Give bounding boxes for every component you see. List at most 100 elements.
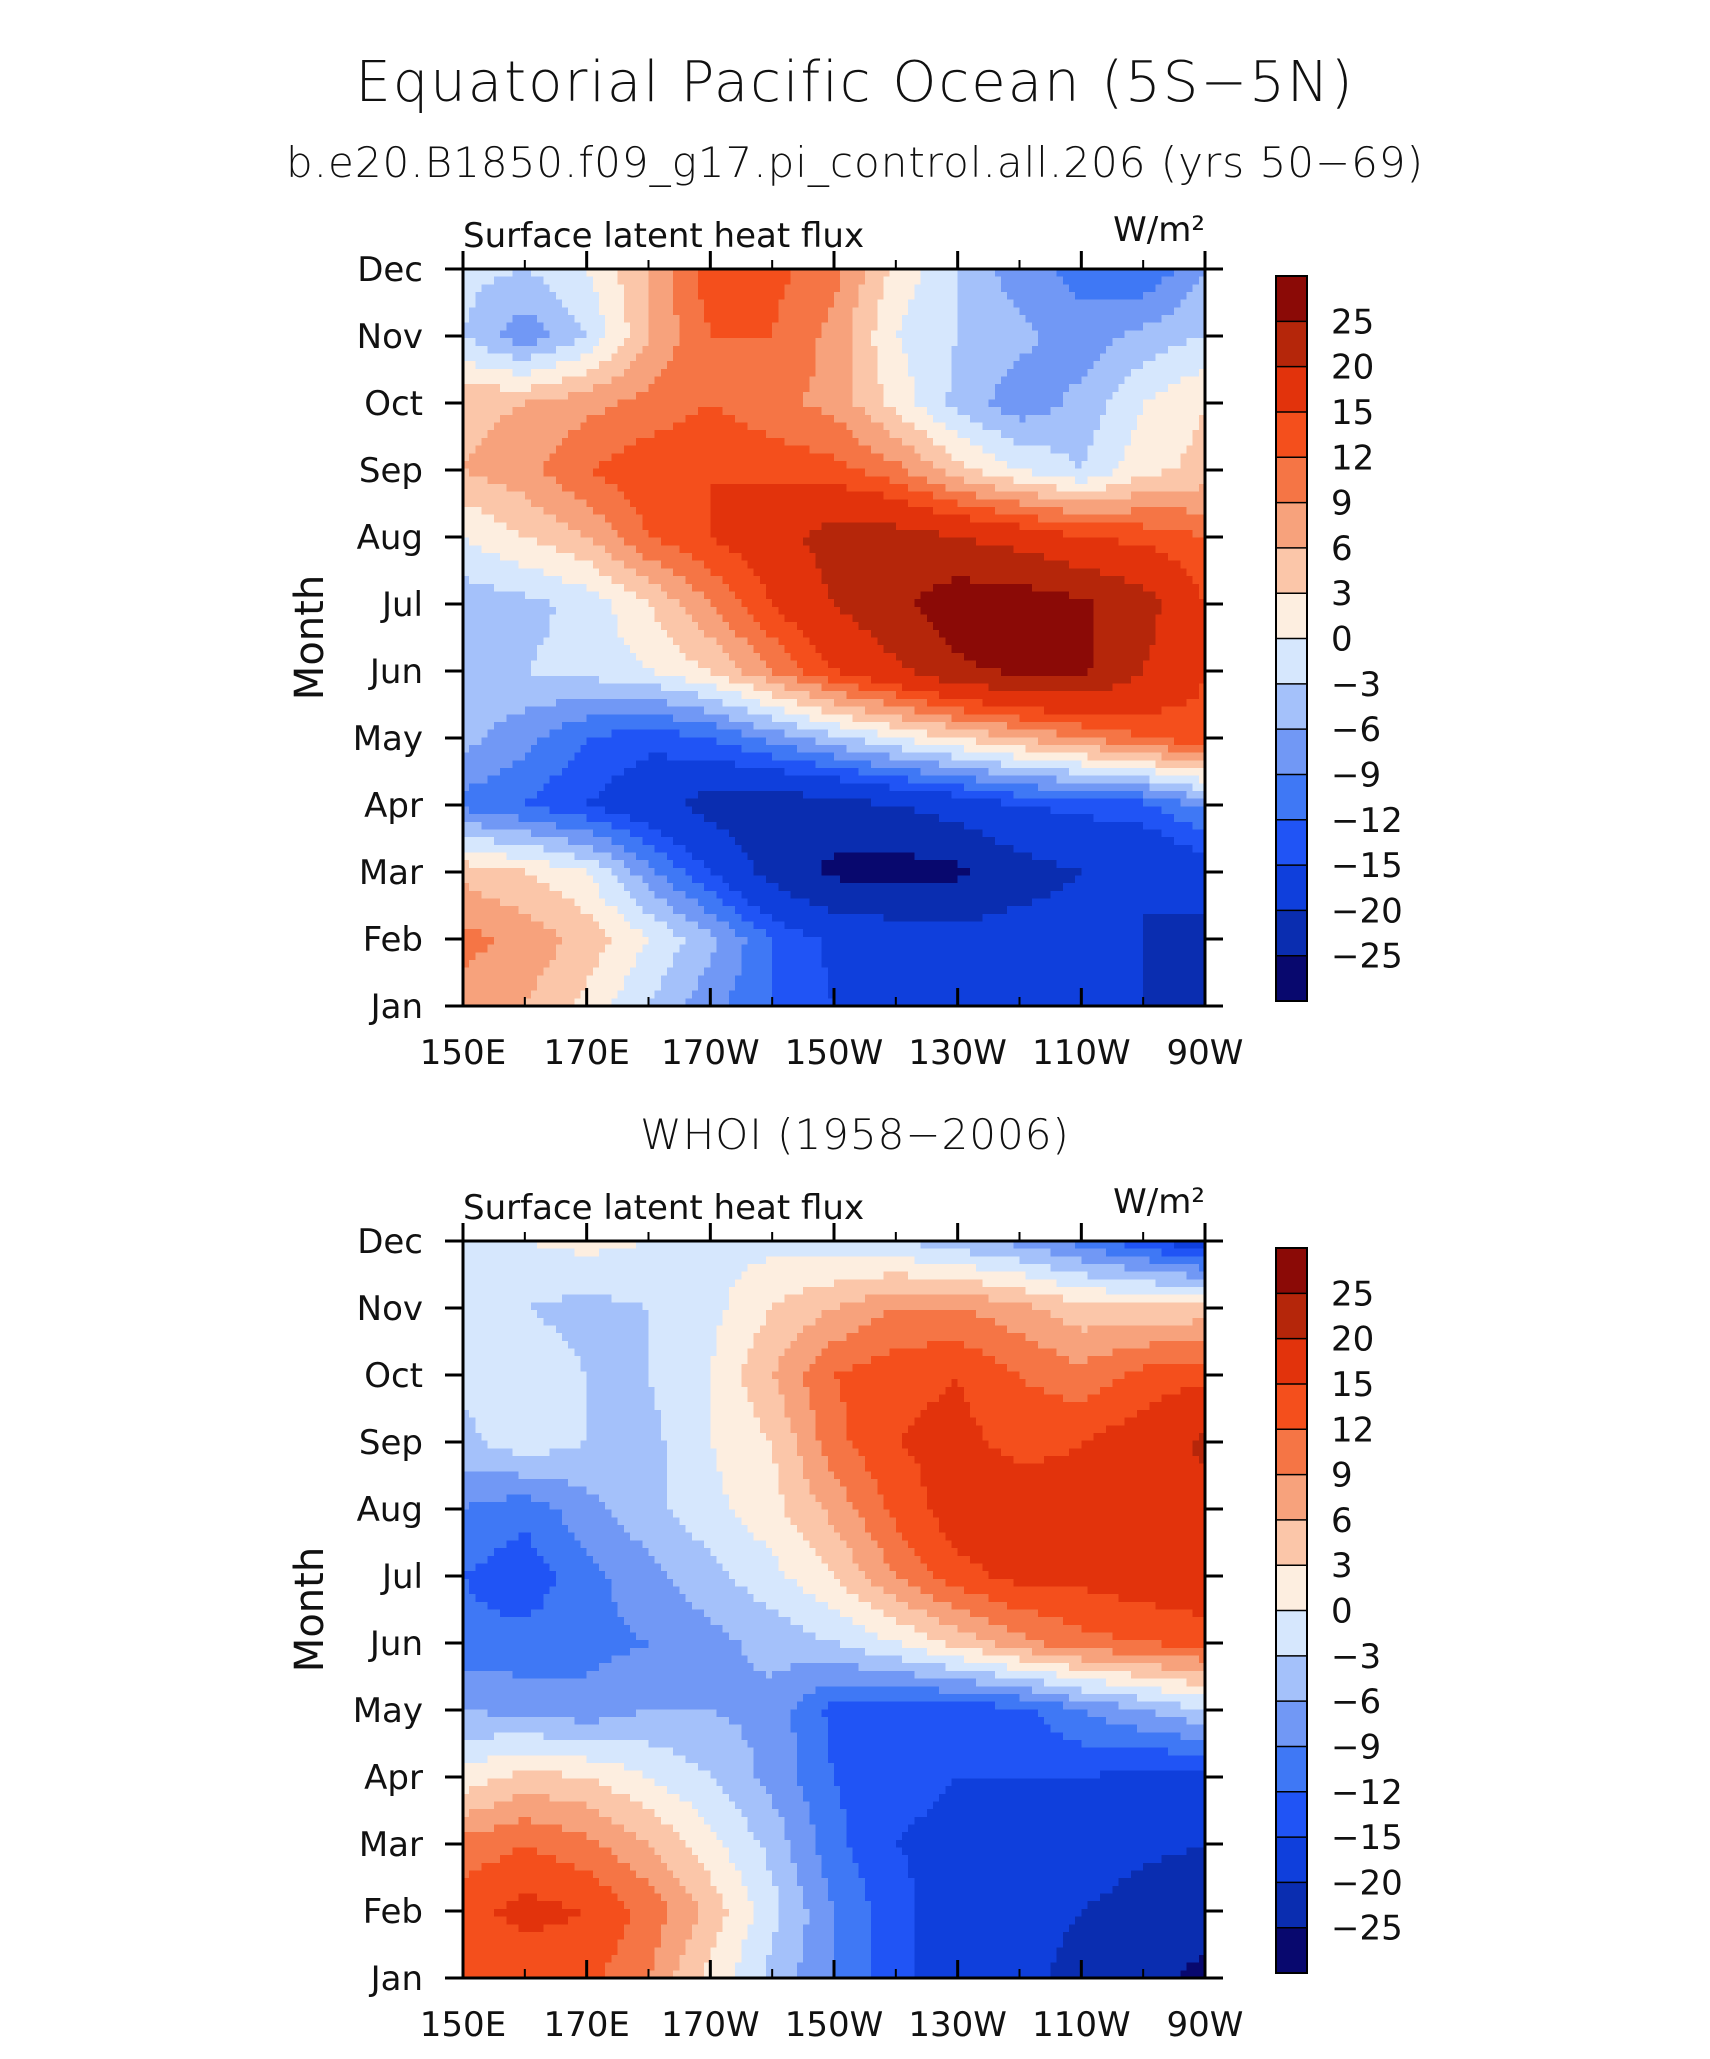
heatmap-cell: [846, 353, 854, 362]
heatmap-cell: [1106, 376, 1113, 385]
heatmap-cell: [623, 583, 631, 593]
heatmap-cell: [524, 276, 532, 285]
heatmap-cell: [697, 499, 705, 508]
heatmap-cell: [500, 384, 507, 393]
heatmap-cell: [1186, 576, 1194, 585]
heatmap-cell: [970, 576, 977, 585]
heatmap-cell: [648, 269, 656, 278]
heatmap-cell: [654, 537, 662, 546]
heatmap-cell: [673, 399, 681, 408]
heatmap-cell: [1013, 353, 1021, 362]
heatmap-cell: [574, 399, 582, 408]
heatmap-cell: [1038, 345, 1045, 355]
heatmap-cell: [821, 583, 829, 593]
heatmap-cell: [611, 514, 619, 523]
heatmap-cell: [1025, 338, 1033, 347]
heatmap-cell: [852, 330, 860, 339]
heatmap-cell: [1118, 514, 1126, 523]
heatmap-cell: [1180, 453, 1188, 462]
heatmap-cell: [1130, 491, 1138, 500]
heatmap-cell: [784, 453, 792, 462]
heatmap-cell: [1192, 437, 1200, 447]
heatmap-cell: [932, 422, 940, 431]
heatmap-cell: [957, 353, 965, 362]
heatmap-cell: [932, 284, 940, 293]
heatmap-cell: [605, 506, 612, 516]
heatmap-cell: [636, 399, 643, 408]
heatmap-cell: [629, 522, 637, 531]
heatmap-cell: [1167, 468, 1175, 477]
heatmap-cell: [1013, 384, 1021, 393]
heatmap-cell: [722, 506, 730, 516]
heatmap-cell: [722, 499, 730, 508]
heatmap-cell: [908, 353, 915, 362]
heatmap-cell: [1112, 376, 1120, 385]
heatmap-cell: [561, 276, 569, 285]
heatmap-cell: [518, 345, 526, 355]
heatmap-cell: [592, 576, 600, 585]
heatmap-cell: [1031, 491, 1039, 500]
heatmap-cell: [629, 292, 637, 301]
heatmap-cell: [1081, 276, 1089, 285]
heatmap-cell: [840, 338, 847, 347]
heatmap-cell: [1180, 483, 1188, 493]
heatmap-cell: [790, 384, 798, 393]
heatmap-cell: [599, 307, 606, 316]
heatmap-cell: [537, 345, 544, 355]
heatmap-cell: [648, 338, 656, 347]
heatmap-cell: [735, 269, 742, 278]
heatmap-cell: [512, 276, 520, 285]
heatmap-cell: [1174, 476, 1181, 485]
heatmap-cell: [1124, 422, 1132, 431]
heatmap-cell: [1155, 299, 1163, 308]
heatmap-cell: [561, 468, 569, 477]
heatmap-cell: [1062, 491, 1070, 500]
heatmap-cell: [518, 407, 526, 416]
heatmap-cell: [531, 338, 538, 347]
heatmap-cell: [704, 537, 711, 546]
heatmap-cell: [623, 414, 631, 424]
heatmap-cell: [463, 353, 470, 362]
heatmap-cell: [1031, 407, 1039, 416]
heatmap-cell: [469, 376, 476, 385]
heatmap-cell: [580, 468, 588, 477]
heatmap-cell: [1038, 376, 1045, 385]
heatmap-cell: [1068, 460, 1076, 470]
heatmap-cell: [605, 391, 612, 401]
heatmap-cell: [704, 514, 711, 523]
heatmap-cell: [741, 322, 749, 332]
heatmap-cell: [654, 338, 662, 347]
heatmap-cell: [660, 445, 668, 454]
heatmap-cell: [716, 361, 724, 370]
heatmap-cell: [475, 391, 483, 401]
heatmap-cell: [463, 376, 470, 385]
heatmap-cell: [976, 330, 983, 339]
heatmap-cell: [994, 391, 1002, 401]
heatmap-cell: [827, 537, 835, 546]
heatmap-cell: [654, 345, 662, 355]
heatmap-cell: [623, 292, 631, 301]
heatmap-cell: [827, 284, 835, 293]
heatmap-cell: [1161, 384, 1169, 393]
heatmap-cell: [1198, 522, 1206, 531]
heatmap-cell: [1186, 445, 1194, 454]
heatmap-cell: [1099, 284, 1107, 293]
heatmap-cell: [518, 414, 526, 424]
heatmap-cell: [636, 307, 643, 316]
heatmap-cell: [1000, 368, 1008, 378]
heatmap-cell: [963, 560, 971, 570]
heatmap-cell: [617, 269, 625, 278]
heatmap-cell: [1124, 345, 1132, 355]
heatmap-cell: [586, 299, 594, 308]
heatmap-cell: [821, 338, 829, 347]
heatmap-cell: [1136, 491, 1144, 500]
heatmap-cell: [926, 322, 934, 332]
heatmap-cell: [704, 491, 711, 500]
heatmap-cell: [1161, 568, 1169, 577]
heatmap-cell: [741, 422, 749, 431]
heatmap-cell: [1174, 430, 1181, 439]
heatmap-cell: [1149, 376, 1157, 385]
heatmap-cell: [939, 476, 946, 485]
heatmap-cell: [1143, 437, 1150, 447]
heatmap-cell: [722, 476, 730, 485]
